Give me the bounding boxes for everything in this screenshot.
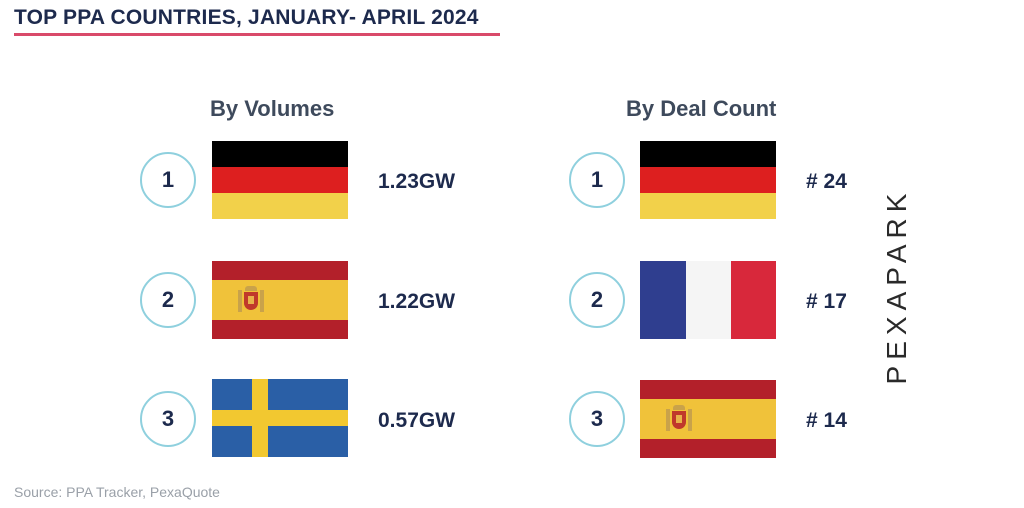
deals-value-1: # 24 [806,170,847,193]
sweden-flag [212,379,348,457]
source-note: Source: PPA Tracker, PexaQuote [14,484,220,500]
title-underline [14,33,500,36]
volumes-rank-2: 2 [140,272,196,328]
spain-coat-of-arms-icon [666,405,692,433]
germany-flag [640,141,776,219]
deals-value-2: # 17 [806,290,847,313]
volumes-value-1: 1.23GW [378,170,456,193]
germany-flag [212,141,348,219]
spain-flag [640,380,776,458]
deals-rank-1: 1 [569,152,625,208]
pexapark-logo: PEXAPARK [881,187,912,385]
volumes-value-3: 0.57GW [378,409,456,432]
page-title: TOP PPA COUNTRIES, JANUARY- APRIL 2024 [14,6,479,29]
france-flag [640,261,776,339]
volumes-rank-1: 1 [140,152,196,208]
spain-flag [212,261,348,339]
volumes-rank-3: 3 [140,391,196,447]
volumes-value-2: 1.22GW [378,290,456,313]
volumes-heading: By Volumes [210,96,335,121]
spain-coat-of-arms-icon [238,286,264,314]
deals-value-3: # 14 [806,409,847,432]
deals-rank-3: 3 [569,391,625,447]
deals-heading: By Deal Count [626,96,777,121]
deals-rank-2: 2 [569,272,625,328]
